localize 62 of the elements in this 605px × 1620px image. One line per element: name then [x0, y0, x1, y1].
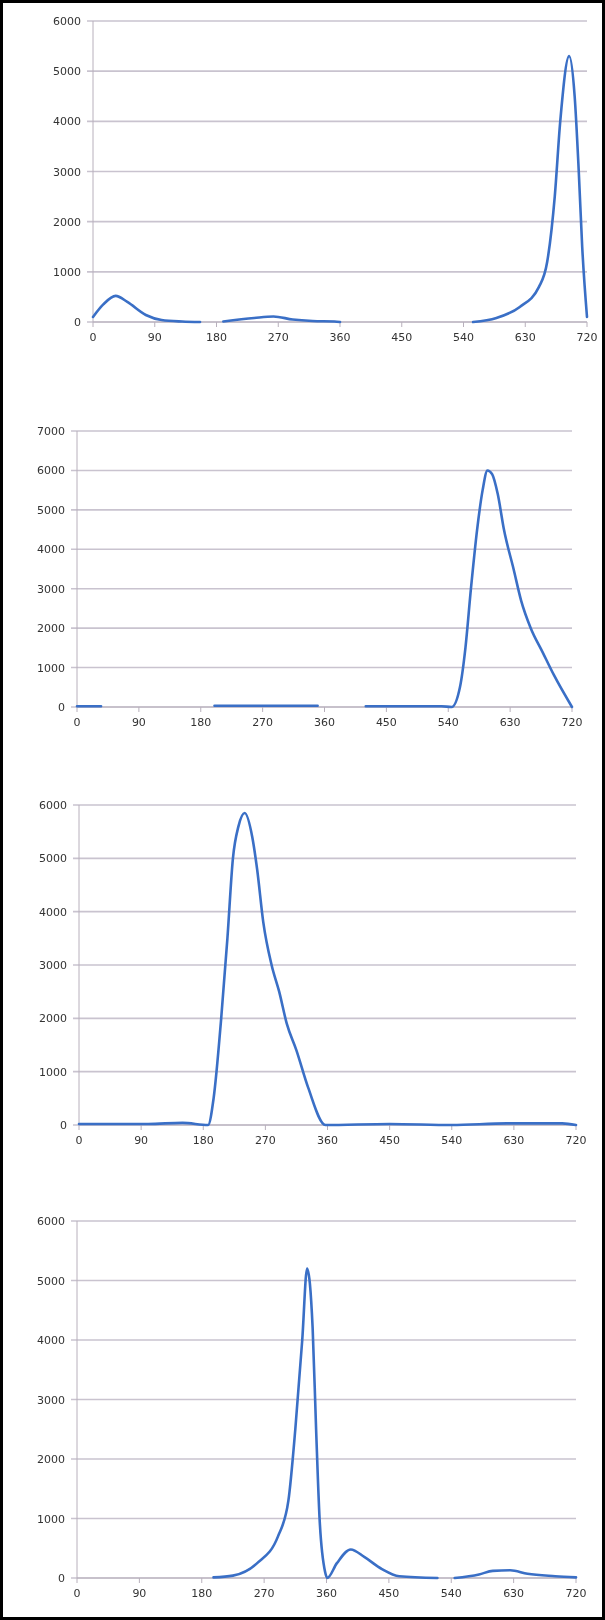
y-tick-label: 5000 [37, 503, 65, 517]
x-tick-label: 630 [499, 716, 521, 729]
y-tick-label: 6000 [37, 464, 65, 478]
x-tick-label: 360 [316, 1587, 337, 1600]
y-tick-label: 2000 [37, 1453, 65, 1466]
y-tick-label: 4000 [39, 905, 67, 919]
y-tick-label: 5000 [37, 1274, 65, 1288]
y-tick-label: 1000 [39, 1065, 67, 1079]
x-tick-label: 630 [514, 331, 536, 344]
x-tick-label: 630 [503, 1587, 525, 1600]
x-tick-label: 450 [375, 716, 397, 729]
y-tick-label: 3000 [53, 165, 81, 179]
y-tick-label: 4000 [37, 543, 65, 557]
x-tick-label: 90 [131, 716, 146, 729]
x-tick-label: 450 [379, 1134, 401, 1147]
y-tick-label: 2000 [39, 1012, 67, 1026]
x-tick-label: 360 [317, 1134, 338, 1147]
x-tick-label: 540 [441, 1134, 463, 1147]
x-tick-label: 720 [565, 1587, 587, 1600]
x-tick-label: 360 [314, 716, 335, 729]
y-tick-label: 5000 [39, 852, 67, 866]
y-tick-label: 4000 [53, 115, 81, 129]
y-tick-label: 7000 [37, 425, 65, 438]
x-tick-label: 270 [252, 716, 274, 729]
x-tick-label: 90 [132, 1587, 147, 1600]
x-tick-label: 630 [503, 1134, 525, 1147]
x-tick-label: 450 [391, 331, 413, 344]
y-tick-label: 0 [58, 701, 65, 714]
x-tick-label: 0 [89, 331, 97, 344]
x-tick-label: 180 [190, 716, 212, 729]
x-tick-label: 720 [561, 716, 583, 729]
y-tick-label: 1000 [37, 661, 65, 675]
y-tick-label: 1000 [53, 265, 81, 279]
y-tick-label: 6000 [53, 15, 81, 28]
x-tick-label: 360 [329, 331, 351, 344]
x-tick-label: 270 [267, 331, 289, 344]
x-tick-label: 270 [254, 1134, 276, 1147]
x-tick-label: 180 [206, 331, 227, 344]
y-tick-label: 6000 [39, 799, 67, 812]
x-tick-label: 180 [191, 1587, 213, 1600]
y-tick-label: 6000 [37, 1215, 65, 1228]
x-tick-label: 540 [453, 331, 474, 344]
x-tick-label: 720 [576, 331, 598, 344]
y-tick-label: 2000 [37, 622, 65, 636]
y-tick-label: 2000 [53, 215, 81, 229]
y-tick-label: 1000 [37, 1512, 65, 1526]
x-tick-label: 450 [378, 1587, 400, 1600]
y-tick-label: 4000 [37, 1334, 65, 1347]
y-tick-label: 0 [60, 1119, 67, 1132]
y-tick-label: 0 [58, 1572, 65, 1585]
y-tick-label: 3000 [37, 582, 65, 596]
y-tick-label: 0 [74, 316, 81, 329]
x-tick-label: 270 [253, 1587, 275, 1600]
x-tick-label: 180 [192, 1134, 214, 1147]
x-tick-label: 90 [134, 1134, 149, 1147]
y-tick-label: 5000 [53, 65, 81, 79]
y-tick-label: 3000 [39, 959, 67, 972]
x-tick-label: 540 [440, 1587, 462, 1600]
x-tick-label: 720 [565, 1134, 587, 1147]
x-tick-label: 540 [437, 716, 459, 729]
x-tick-label: 90 [147, 331, 162, 344]
y-tick-label: 3000 [37, 1393, 65, 1407]
